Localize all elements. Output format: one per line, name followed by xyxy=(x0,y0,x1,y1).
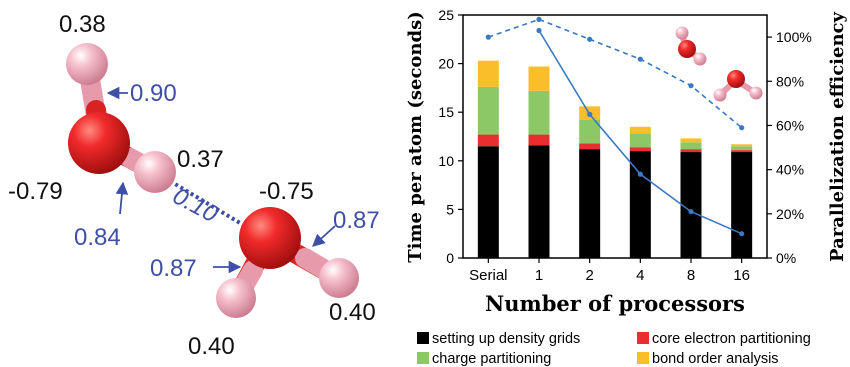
bond-order-oh-top: 0.90 xyxy=(130,80,177,107)
bar-segment xyxy=(528,90,550,135)
charge-o-right: -0.75 xyxy=(259,178,314,205)
plot-area-frame xyxy=(462,14,768,259)
bar-segment xyxy=(579,119,601,144)
legend-swatch-core-electron xyxy=(637,332,649,344)
legend-swatch-charge-partitioning xyxy=(417,352,429,364)
efficiency-point xyxy=(688,209,694,215)
x-tick-label: 8 xyxy=(687,267,695,284)
y-tick-label: 15 xyxy=(438,104,454,120)
efficiency-point xyxy=(485,34,491,40)
efficiency-line-dashed xyxy=(488,18,743,129)
bar-segment xyxy=(731,146,753,151)
bar-segment xyxy=(731,150,753,153)
bar-segment xyxy=(629,147,651,152)
bar-segment xyxy=(477,60,499,87)
bar-segment xyxy=(528,145,550,258)
bar-segment xyxy=(528,134,550,146)
bar-segment xyxy=(680,149,702,153)
y2-tick-label: 40% xyxy=(776,162,804,178)
oxygen-atom-left xyxy=(68,112,130,174)
bar-segment xyxy=(629,133,651,148)
x-tick-label: 2 xyxy=(585,267,593,284)
y2-tick-label: 20% xyxy=(776,206,804,222)
y2-tick-label: 60% xyxy=(776,117,804,133)
x-tick-label: Serial xyxy=(469,267,507,284)
left-axis-ticks: 0 5 10 15 20 25 xyxy=(438,7,463,266)
right-axis-ticks: 0% 20% 40% 60% 80% 100% xyxy=(767,29,812,266)
legend-swatch-bond-order xyxy=(637,352,649,364)
charge-o-left: -0.79 xyxy=(8,178,63,205)
legend-item-charge-partitioning: charge partitioning xyxy=(417,351,551,367)
bar-segment xyxy=(629,151,651,258)
x-tick-label: 4 xyxy=(636,267,644,284)
y-tick-label: 0 xyxy=(446,250,454,266)
legend-swatch-density-grids xyxy=(417,332,429,344)
bar-segment xyxy=(731,152,753,258)
legend-label-core-electron: core electron partitioning xyxy=(652,331,811,347)
efficiency-point xyxy=(587,36,593,42)
efficiency-point xyxy=(739,125,745,131)
efficiency-point xyxy=(637,171,643,177)
efficiency-point xyxy=(637,56,643,62)
y-tick-label: 5 xyxy=(446,201,454,217)
bond-order-oh-right-upper: 0.87 xyxy=(333,207,380,234)
legend-item-density-grids: setting up density grids xyxy=(417,331,580,347)
x-axis-ticks: Serial 1 2 4 8 16 xyxy=(469,258,750,284)
y-tick-label: 10 xyxy=(438,153,454,169)
x-tick-label: 16 xyxy=(733,267,750,284)
bar-segment xyxy=(731,144,753,147)
legend-label-bond-order: bond order analysis xyxy=(652,351,779,367)
x-tick-label: 1 xyxy=(535,267,543,284)
hydrogen-atom-bottom-left xyxy=(216,278,256,318)
y2-tick-label: 100% xyxy=(776,29,812,45)
legend-item-bond-order: bond order analysis xyxy=(637,351,779,367)
charge-h-top: 0.38 xyxy=(59,11,106,38)
efficiency-point xyxy=(536,16,542,22)
bar-segment xyxy=(680,142,702,150)
oxygen-atom-right xyxy=(239,207,301,269)
efficiency-lines xyxy=(485,16,745,237)
y2-tick-label: 0% xyxy=(776,250,796,266)
chart: 0 5 10 15 20 25 0% 20% 40% 60% 80% 100% Serial 1 2 4 8… xyxy=(405,7,848,316)
x-axis-title: Number of processors xyxy=(485,291,745,316)
charge-h-mid: 0.37 xyxy=(177,146,224,173)
efficiency-point xyxy=(739,231,745,237)
hydrogen-atom-bottom-right xyxy=(319,258,359,298)
bar-segment xyxy=(477,146,499,258)
bond-order-oh-mid: 0.84 xyxy=(74,224,121,251)
hydrogen-atom-top xyxy=(66,43,108,85)
bar-segment xyxy=(629,126,651,134)
y-tick-label: 25 xyxy=(438,7,454,23)
bar-segment xyxy=(477,86,499,135)
y-axis-title: Time per atom (seconds) xyxy=(405,11,426,262)
bond-order-oh-right-left: 0.87 xyxy=(150,255,197,282)
charge-h-bottom-left: 0.40 xyxy=(188,333,235,360)
y2-tick-label: 80% xyxy=(776,73,804,89)
legend-label-charge-partitioning: charge partitioning xyxy=(432,351,551,367)
water-molecule-icon-lower xyxy=(713,70,763,102)
efficiency-point xyxy=(587,111,593,117)
efficiency-point xyxy=(536,27,542,34)
legend: setting up density grids core electron p… xyxy=(417,331,811,367)
legend-label-density-grids: setting up density grids xyxy=(432,331,580,347)
bar-segment xyxy=(680,152,702,258)
water-molecule-icon-upper xyxy=(675,26,707,66)
bar-segment xyxy=(528,66,550,91)
bar-segment xyxy=(680,138,702,143)
legend-item-core-electron: core electron partitioning xyxy=(637,331,811,347)
water-dimer-illustration: 0.38 -0.79 0.37 -0.75 0.40 0.40 0.90 0.8… xyxy=(8,11,380,360)
y2-axis-title: Parallelization efficiency xyxy=(827,12,848,262)
charge-h-bottom-right: 0.40 xyxy=(329,299,376,326)
arrow-bond-oh-right-upper xyxy=(312,225,336,247)
bar-segment xyxy=(477,134,499,147)
arrow-bond-oh-mid xyxy=(115,181,129,215)
efficiency-point xyxy=(688,83,694,89)
hydrogen-atom-middle xyxy=(134,151,176,193)
bond-order-hbond: 0.10 xyxy=(168,182,222,228)
bar-stacks xyxy=(477,60,753,258)
bar-segment xyxy=(579,149,601,258)
bar-segment xyxy=(579,143,601,150)
y-tick-label: 20 xyxy=(438,56,454,72)
